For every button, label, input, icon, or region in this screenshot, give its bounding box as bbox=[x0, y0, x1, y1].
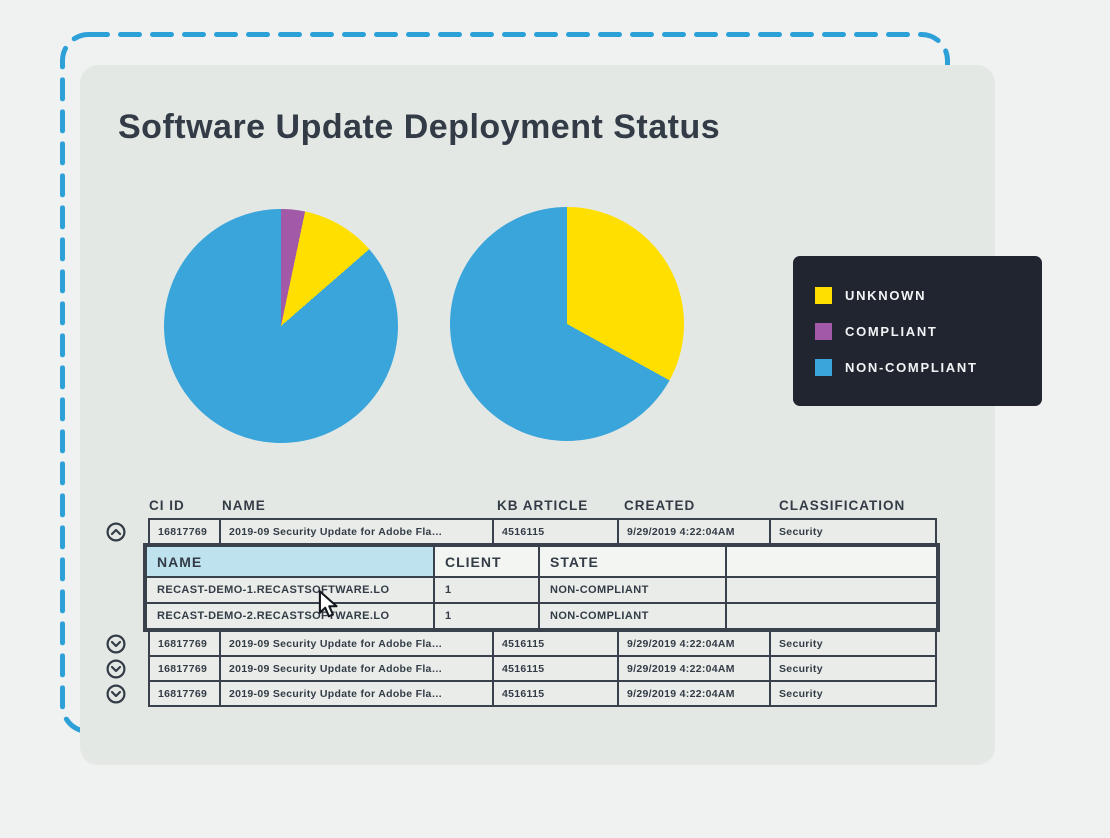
cell-created: 9/29/2019 4:22:04AM bbox=[619, 682, 771, 705]
cell-empty bbox=[727, 578, 936, 602]
mouse-cursor-icon bbox=[318, 590, 338, 618]
cell-ci-id: 16817769 bbox=[150, 520, 221, 543]
subtable-row[interactable]: RECAST-DEMO-2.RECASTSOFTWARE.LO 1 NON-CO… bbox=[147, 602, 936, 628]
table-row[interactable]: 16817769 2019-09 Security Update for Ado… bbox=[148, 680, 937, 707]
cell-classification: Security bbox=[779, 687, 823, 700]
cell-name: 2019-09 Security Update for Adobe Fla… bbox=[221, 682, 494, 705]
collapse-row-chevron-up-icon[interactable] bbox=[106, 522, 126, 542]
cell-name: 2019-09 Security Update for Adobe Fla… bbox=[221, 632, 494, 655]
cell-created: 9/29/2019 4:22:04AM bbox=[619, 520, 771, 543]
unknown-swatch-icon bbox=[815, 286, 832, 304]
table-row[interactable]: 16817769 2019-09 Security Update for Ado… bbox=[148, 518, 937, 545]
cell-client: 1 bbox=[435, 578, 540, 602]
pie-chart-left bbox=[164, 209, 398, 443]
cell-name: 2019-09 Security Update for Adobe Fla… bbox=[221, 520, 494, 543]
pie-chart-right bbox=[450, 207, 684, 441]
cell-classification: Security bbox=[779, 525, 823, 538]
cell-ci-id: 16817769 bbox=[150, 682, 221, 705]
subtable-header-empty bbox=[727, 547, 936, 576]
non-compliant-swatch-icon bbox=[815, 358, 832, 376]
subtable-header-name[interactable]: NAME bbox=[147, 547, 435, 576]
cell-ci-id: 16817769 bbox=[150, 657, 221, 680]
legend-label: COMPLIANT bbox=[845, 323, 938, 339]
column-header-classification: CLASSIFICATION bbox=[779, 498, 906, 513]
table-row[interactable]: 16817769 2019-09 Security Update for Ado… bbox=[148, 655, 937, 682]
column-header-created: CREATED bbox=[624, 498, 696, 513]
cell-kb-article: 4516115 bbox=[494, 632, 619, 655]
cell-state: NON-COMPLIANT bbox=[540, 578, 727, 602]
legend-label: UNKNOWN bbox=[845, 287, 927, 303]
expanded-detail-subtable: NAME CLIENT STATE RECAST-DEMO-1.RECASTSO… bbox=[143, 543, 940, 632]
expand-row-chevron-down-icon[interactable] bbox=[106, 659, 126, 679]
cell-kb-article: 4516115 bbox=[494, 682, 619, 705]
cell-kb-article: 4516115 bbox=[494, 520, 619, 543]
chart-legend: UNKNOWN COMPLIANT NON-COMPLIANT bbox=[793, 256, 1042, 406]
subtable-row[interactable]: RECAST-DEMO-1.RECASTSOFTWARE.LO 1 NON-CO… bbox=[147, 576, 936, 602]
legend-item-unknown: UNKNOWN bbox=[815, 286, 1042, 304]
cell-kb-article: 4516115 bbox=[494, 657, 619, 680]
subtable-header-state[interactable]: STATE bbox=[540, 547, 727, 576]
cell-empty bbox=[727, 604, 936, 628]
cell-state: NON-COMPLIANT bbox=[540, 604, 727, 628]
column-header-name: NAME bbox=[222, 498, 266, 513]
expand-row-chevron-down-icon[interactable] bbox=[106, 634, 126, 654]
update-deployment-table: 16817769 2019-09 Security Update for Ado… bbox=[143, 518, 940, 707]
cell-created: 9/29/2019 4:22:04AM bbox=[619, 657, 771, 680]
legend-label: NON-COMPLIANT bbox=[845, 359, 978, 375]
compliant-swatch-icon bbox=[815, 322, 832, 340]
column-header-ci-id: CI ID bbox=[149, 498, 185, 513]
subtable-header-row: NAME CLIENT STATE bbox=[147, 547, 936, 576]
page-title: Software Update Deployment Status bbox=[118, 108, 721, 146]
table-row[interactable]: 16817769 2019-09 Security Update for Ado… bbox=[148, 630, 937, 657]
expand-row-chevron-down-icon[interactable] bbox=[106, 684, 126, 704]
cell-device-name: RECAST-DEMO-2.RECASTSOFTWARE.LO bbox=[147, 604, 435, 628]
cell-device-name: RECAST-DEMO-1.RECASTSOFTWARE.LO bbox=[147, 578, 435, 602]
cell-classification: Security bbox=[779, 662, 823, 675]
subtable-header-client[interactable]: CLIENT bbox=[435, 547, 540, 576]
cell-client: 1 bbox=[435, 604, 540, 628]
column-header-kb-article: KB ARTICLE bbox=[497, 498, 589, 513]
legend-item-non-compliant: NON-COMPLIANT bbox=[815, 358, 1042, 376]
cell-created: 9/29/2019 4:22:04AM bbox=[619, 632, 771, 655]
cell-name: 2019-09 Security Update for Adobe Fla… bbox=[221, 657, 494, 680]
cell-ci-id: 16817769 bbox=[150, 632, 221, 655]
cell-classification: Security bbox=[779, 637, 823, 650]
legend-item-compliant: COMPLIANT bbox=[815, 322, 1042, 340]
